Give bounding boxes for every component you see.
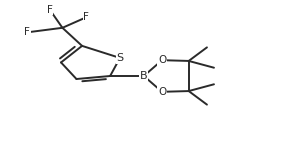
Text: S: S [116,53,124,63]
Text: O: O [158,87,166,97]
Text: O: O [158,55,166,65]
Text: F: F [83,12,89,22]
Text: F: F [47,5,53,15]
Text: F: F [25,27,30,37]
Text: B: B [140,71,147,81]
